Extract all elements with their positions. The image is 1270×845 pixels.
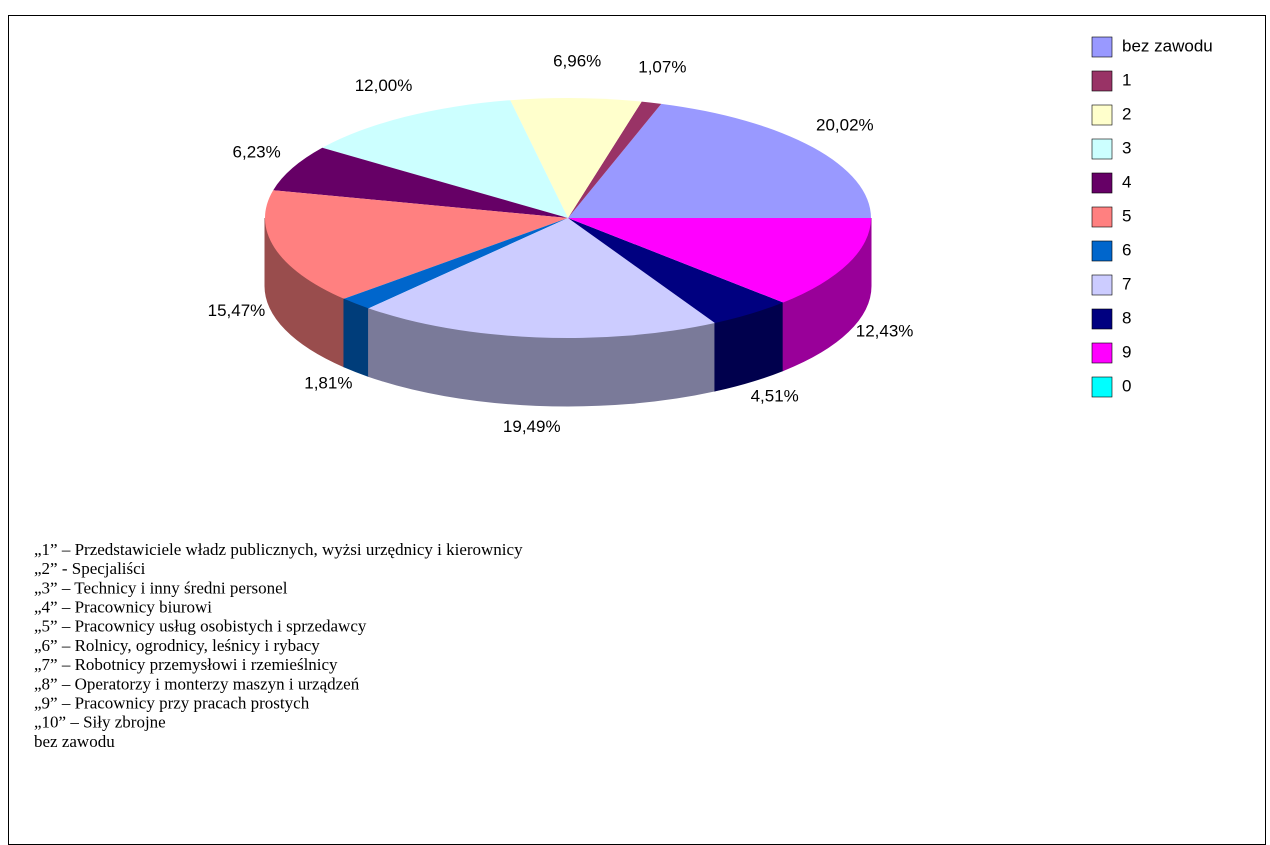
slice bbox=[510, 98, 642, 218]
legend-label: 6 bbox=[1122, 240, 1131, 259]
note: „2” - Specjaliści bbox=[34, 559, 146, 578]
slice bbox=[265, 190, 568, 299]
slice bbox=[568, 101, 662, 218]
legend-label: 0 bbox=[1122, 376, 1131, 395]
legend-swatch bbox=[1091, 70, 1113, 92]
slice bbox=[568, 218, 784, 323]
slice bbox=[568, 218, 871, 303]
note: bez zawodu bbox=[34, 732, 115, 751]
note: „1” – Przedstawiciele władz publicznych,… bbox=[34, 540, 523, 559]
legend-swatch bbox=[1091, 240, 1113, 262]
legend-label: 3 bbox=[1122, 138, 1131, 157]
legend-swatch bbox=[1091, 308, 1113, 330]
legend-swatch bbox=[1091, 376, 1113, 398]
slice-side bbox=[343, 298, 370, 378]
note: „5” – Pracownicy usług osobistych i sprz… bbox=[34, 617, 367, 636]
note: „8” – Operatorzy i monterzy maszyn i urz… bbox=[34, 674, 360, 693]
data-label: 6,96% bbox=[553, 52, 601, 71]
legend-label: 4 bbox=[1122, 172, 1131, 191]
note: „6” – Rolnicy, ogrodnicy, leśnicy i ryba… bbox=[34, 636, 320, 655]
slice bbox=[273, 147, 568, 218]
legend-label: 7 bbox=[1122, 274, 1131, 293]
legend-label: 2 bbox=[1122, 104, 1131, 123]
data-label: 12,43% bbox=[856, 321, 914, 340]
slice bbox=[568, 103, 871, 218]
note: „7” – Robotnicy przemysłowi i rzemieślni… bbox=[34, 655, 338, 674]
note: „4” – Pracownicy biurowi bbox=[34, 598, 212, 617]
legend-swatch bbox=[1091, 342, 1113, 364]
legend-label: bez zawodu bbox=[1122, 36, 1213, 55]
data-label: 1,07% bbox=[638, 58, 686, 77]
data-label: 12,00% bbox=[355, 76, 413, 95]
legend-swatch bbox=[1091, 274, 1113, 296]
legend-swatch bbox=[1091, 172, 1113, 194]
legend-swatch bbox=[1091, 104, 1113, 126]
data-label: 20,02% bbox=[816, 116, 874, 135]
legend-label: 1 bbox=[1122, 70, 1131, 89]
note: „9” – Pracownicy przy pracach prostych bbox=[34, 694, 310, 713]
data-label: 1,81% bbox=[304, 373, 352, 392]
slice bbox=[343, 218, 568, 309]
legend-label: 8 bbox=[1122, 308, 1131, 327]
data-label: 6,23% bbox=[233, 143, 281, 162]
data-label: 19,49% bbox=[503, 417, 561, 436]
legend-swatch bbox=[1091, 36, 1113, 58]
legend-label: 5 bbox=[1122, 206, 1131, 225]
note: „3” – Technicy i inny średni personel bbox=[34, 578, 288, 597]
data-label: 15,47% bbox=[208, 301, 266, 320]
note: „10” – Siły zbrojne bbox=[34, 713, 166, 732]
slice bbox=[368, 218, 715, 339]
legend-swatch bbox=[1091, 206, 1113, 228]
slice bbox=[322, 100, 568, 218]
data-label: 4,51% bbox=[751, 386, 799, 405]
legend-swatch bbox=[1091, 138, 1113, 160]
legend-label: 9 bbox=[1122, 342, 1131, 361]
